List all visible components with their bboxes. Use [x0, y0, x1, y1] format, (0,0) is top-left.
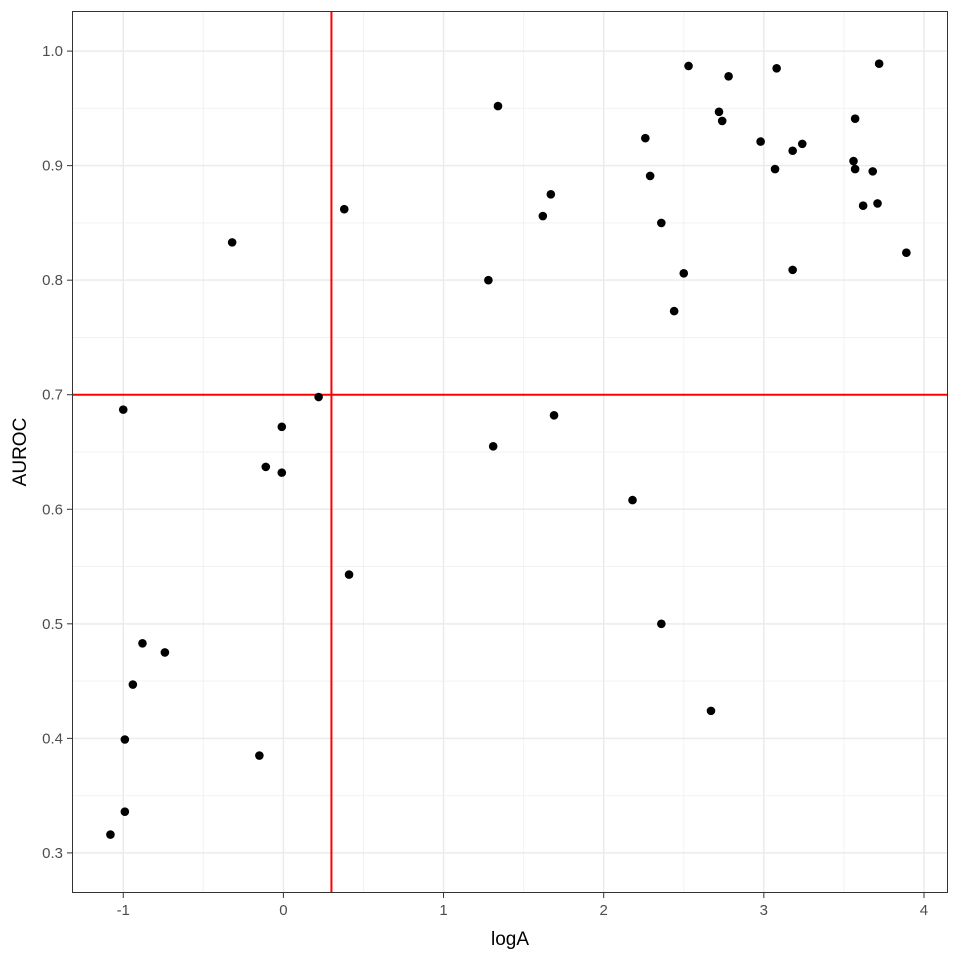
data-point [756, 137, 765, 146]
data-point [706, 706, 716, 716]
y-tick-label: 0.4 [42, 730, 63, 747]
data-point [858, 201, 868, 211]
x-tick-label: 0 [279, 902, 287, 919]
data-point [788, 265, 797, 275]
data-point [339, 204, 349, 214]
x-tick-label: 3 [760, 902, 768, 919]
data-point [657, 218, 666, 228]
x-tick-label: 1 [439, 902, 447, 919]
data-point [118, 405, 128, 414]
major-gridlines [72, 11, 948, 893]
x-axis: -1 0 1 2 3 4 [117, 893, 928, 919]
data-point [484, 275, 493, 285]
data-point [874, 59, 884, 68]
data-point [724, 71, 733, 81]
y-tick-label: 0.3 [42, 845, 63, 862]
minor-gridlines [72, 11, 948, 893]
data-point [106, 830, 115, 839]
data-point [314, 392, 323, 402]
y-tick-label: 0.9 [42, 158, 63, 175]
data-point [538, 211, 548, 221]
data-point [261, 462, 271, 472]
data-point [850, 164, 860, 174]
y-tick-label: 1.0 [42, 43, 63, 60]
data-point [770, 164, 780, 174]
data-point [344, 570, 354, 579]
y-tick-label: 0.7 [42, 387, 63, 404]
x-tick-label: 4 [920, 902, 928, 919]
y-tick-label: 0.8 [42, 272, 63, 289]
data-point [684, 61, 693, 71]
x-axis-title: logA [491, 929, 529, 950]
data-point [902, 248, 911, 257]
data-point [549, 411, 559, 420]
panel-border [72, 11, 948, 893]
data-point [772, 63, 781, 73]
data-point [669, 306, 679, 316]
data-point [641, 133, 650, 143]
data-points [106, 59, 911, 839]
reference-lines [72, 11, 948, 893]
y-tick-label: 0.5 [42, 616, 63, 633]
data-point [488, 441, 498, 451]
data-point [546, 189, 556, 199]
data-point [850, 114, 860, 123]
data-point [868, 167, 878, 176]
data-point [277, 468, 287, 477]
data-point [657, 619, 666, 629]
data-point [120, 735, 130, 744]
data-point [628, 495, 637, 505]
x-tick-label: -1 [117, 902, 130, 919]
data-point [277, 422, 287, 432]
data-point [788, 146, 797, 156]
data-point [873, 199, 882, 208]
data-point [645, 171, 655, 181]
data-point [160, 648, 170, 657]
data-point [120, 807, 130, 816]
data-point [255, 751, 264, 760]
data-point [128, 680, 138, 689]
data-point [679, 269, 689, 278]
data-point [493, 101, 503, 111]
x-tick-label: 2 [600, 902, 608, 919]
y-axis-title: AUROC [10, 418, 31, 487]
data-point [227, 238, 237, 247]
data-point [849, 156, 858, 166]
data-point [138, 638, 147, 648]
y-axis: 0.3 0.4 0.5 0.6 0.7 0.8 0.9 1.0 [42, 43, 72, 862]
data-point [797, 139, 807, 149]
data-point [714, 107, 724, 117]
data-point [717, 116, 727, 126]
y-tick-label: 0.6 [42, 501, 63, 518]
